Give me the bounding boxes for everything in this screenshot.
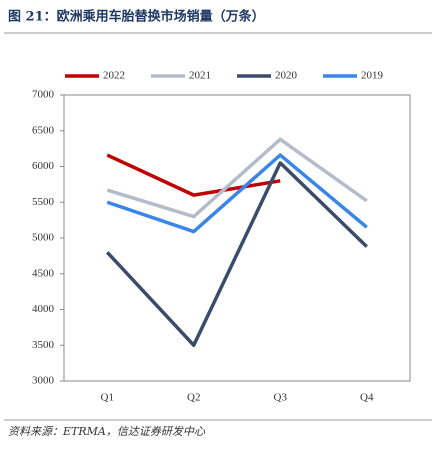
legend-label: 2020 [275, 70, 298, 82]
series-line [106, 153, 368, 234]
x-tick-label: Q1 [101, 392, 114, 404]
y-tick-label: 5500 [32, 196, 55, 208]
y-tick-label: 3000 [32, 375, 55, 387]
x-tick-label: Q4 [360, 392, 374, 404]
legend-label: 2021 [189, 70, 211, 82]
y-tick-label: 5000 [32, 232, 55, 244]
y-tick-label: 4500 [32, 267, 55, 279]
legend-label: 2019 [361, 70, 384, 82]
series-line [105, 161, 368, 347]
series-line [106, 153, 281, 197]
x-tick-label: Q3 [274, 392, 288, 404]
y-tick-label: 3500 [32, 339, 55, 351]
legend-label: 2022 [103, 70, 125, 82]
y-tick-label: 6500 [32, 124, 55, 136]
y-tick-label: 4000 [32, 303, 55, 315]
x-tick-label: Q2 [187, 392, 200, 404]
y-tick-label: 6000 [32, 160, 55, 172]
series-line [106, 137, 368, 219]
chart-title: 图 21：欧洲乘用车胎替换市场销量（万条） [8, 9, 265, 25]
source: 资料来源：ETRMA，信达证券研发中心 [8, 425, 206, 438]
y-tick-label: 7000 [32, 89, 55, 101]
